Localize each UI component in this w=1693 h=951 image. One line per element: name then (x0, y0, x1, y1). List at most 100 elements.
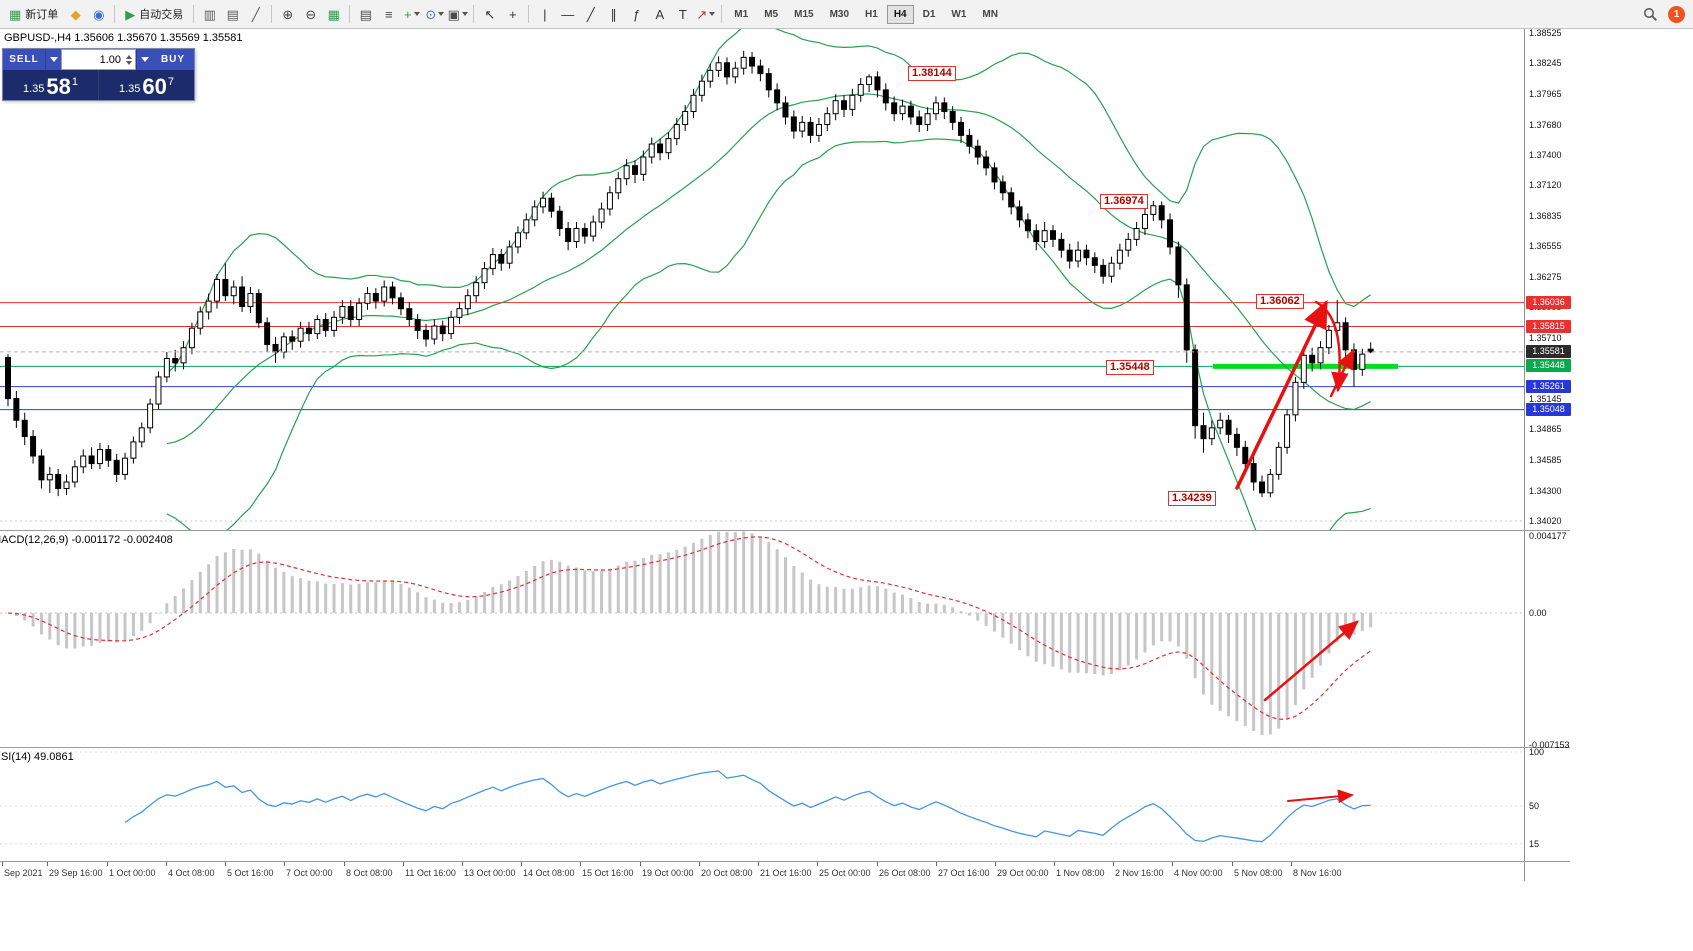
macd-axis-label: 0.00 (1529, 608, 1547, 619)
indicator-list-icon: ≡ (385, 6, 393, 22)
price-axis-label: 1.34865 (1529, 424, 1562, 435)
volume-stepper[interactable] (123, 54, 135, 65)
sell-options-dropdown[interactable] (45, 49, 61, 70)
price-axis-label: 1.37965 (1529, 88, 1562, 99)
buy-button[interactable]: BUY (152, 49, 194, 70)
timeframe-h4[interactable]: H4 (886, 4, 914, 24)
timeframe-mn[interactable]: MN (982, 8, 998, 20)
zoom-in-icon[interactable]: ⊕ (276, 3, 299, 25)
price-axis-border (1524, 29, 1525, 881)
trendline-icon[interactable]: ╱ (579, 3, 602, 25)
timeframe-m30[interactable]: M30 (829, 8, 850, 20)
volume-input[interactable] (62, 52, 123, 67)
timeframe-m15[interactable]: M15 (794, 8, 814, 20)
line-chart-icon[interactable]: ╱ (244, 3, 267, 25)
price-annotation-label[interactable]: 1.35448 (1106, 360, 1154, 375)
timeframe-d1[interactable]: D1 (922, 8, 936, 20)
time-axis-tick (936, 862, 937, 866)
time-axis-label: 14 Oct 08:00 (523, 868, 575, 878)
toolbar-right: 1 (1643, 5, 1693, 23)
macd-indicator-chart[interactable] (0, 531, 1524, 748)
time-axis-label: 2 Nov 16:00 (1115, 868, 1164, 878)
vertical-line-icon[interactable]: | (533, 3, 556, 25)
pane-divider[interactable] (0, 530, 1570, 531)
notification-badge[interactable]: 1 (1668, 5, 1685, 23)
bar-chart-icon: ▥ (203, 6, 216, 22)
price-annotation-label[interactable]: 1.36062 (1256, 294, 1304, 309)
price-axis-label: 1.34300 (1529, 485, 1562, 496)
data-window-icon[interactable]: ▤ (354, 3, 377, 25)
algo-trading-button-label: 自动交易 (139, 9, 184, 21)
timeframe-w1[interactable]: W1 (951, 8, 967, 20)
time-axis-label: 21 Oct 16:00 (760, 868, 812, 878)
equidistant-channel-icon[interactable]: ∥ (602, 3, 625, 25)
arrows-icon[interactable]: ↗ (694, 3, 717, 25)
new-order-button[interactable]: ▦ 新订单 (3, 4, 64, 24)
pane-divider[interactable] (0, 747, 1570, 748)
price-annotation-label[interactable]: 1.36974 (1100, 194, 1148, 209)
periods-icon[interactable]: ⊙ (423, 3, 446, 25)
timeframe-m5[interactable]: M5 (764, 8, 779, 20)
time-axis-label: 8 Oct 08:00 (346, 868, 393, 878)
rsi-indicator-chart[interactable] (0, 748, 1524, 861)
stepper-down-icon (126, 60, 132, 65)
sell-price[interactable]: 1.35 58 1 (3, 70, 98, 100)
sell-button[interactable]: SELL (3, 49, 45, 70)
price-annotation-label[interactable]: 1.34239 (1168, 491, 1216, 506)
zoom-out-icon[interactable]: ⊖ (299, 3, 322, 25)
metaeditor-icon[interactable]: ◆ (64, 3, 87, 25)
time-axis-label: 26 Oct 08:00 (879, 868, 931, 878)
trade-panel-controls: SELL BUY (3, 49, 194, 70)
time-axis-label: 7 Oct 00:00 (286, 868, 333, 878)
price-axis[interactable]: 1.38525 1.38245 1.37965 1.37680 1.37400 1.371… (1525, 0, 1585, 951)
data-window-icon: ▤ (359, 6, 372, 22)
candlestick-chart-icon[interactable]: ▤ (221, 3, 244, 25)
zoom-out-icon: ⊖ (305, 6, 317, 22)
candlestick-chart-icon: ▤ (226, 6, 239, 22)
template-icon[interactable]: ▣ (446, 3, 469, 25)
search-icon[interactable] (1643, 7, 1658, 22)
candlesticks (5, 50, 1374, 498)
text-icon: A (655, 6, 665, 22)
chevron-down-icon (49, 57, 58, 62)
tile-windows-icon[interactable]: ▦ (322, 3, 345, 25)
time-axis[interactable]: Sep 2021 29 Sep 16:00 1 Oct 00:00 4 Oct 08:… (0, 861, 1570, 881)
time-axis-tick (877, 862, 878, 866)
price-annotation-label[interactable]: 1.38144 (908, 66, 956, 81)
time-axis-tick (284, 862, 285, 866)
indicator-list-icon[interactable]: ≡ (377, 3, 400, 25)
macd-axis-label: -0.007153 (1529, 740, 1570, 750)
fibonacci-icon[interactable]: ƒ (625, 3, 648, 25)
time-axis-label: 20 Oct 08:00 (701, 868, 753, 878)
volume-box (61, 49, 136, 70)
market-watch-icon[interactable]: ◉ (87, 3, 110, 25)
price-axis-label: 1.37680 (1529, 119, 1562, 130)
buy-price-big: 60 (142, 74, 167, 99)
algo-trading-button[interactable]: ▶ 自动交易 (119, 4, 189, 24)
timeframe-m1[interactable]: M1 (734, 8, 749, 20)
time-axis-label: 25 Oct 00:00 (819, 868, 871, 878)
time-axis-label: 29 Oct 00:00 (997, 868, 1049, 878)
crosshair-icon[interactable]: + (501, 3, 524, 25)
label-icon[interactable]: T (671, 3, 694, 25)
rsi-axis-label: 100 (1529, 747, 1545, 757)
macd-axis-label: 0.004177 (1529, 531, 1567, 541)
horizontal-line-icon[interactable]: — (556, 3, 579, 25)
time-axis-tick (47, 862, 48, 866)
cursor-icon[interactable]: ↖ (478, 3, 501, 25)
buy-options-dropdown[interactable] (136, 49, 152, 70)
add-indicator-icon[interactable]: + (400, 3, 423, 25)
timeframe-h1[interactable]: H1 (865, 8, 878, 20)
sell-price-sup: 1 (71, 76, 79, 88)
chart-title: GBPUSD-,H4 1.35606 1.35670 1.35569 1.355… (4, 32, 243, 44)
bar-chart-icon[interactable]: ▥ (198, 3, 221, 25)
periods-icon: ⊙ (425, 6, 437, 22)
buy-price[interactable]: 1.35 60 7 (98, 70, 194, 100)
toolbar-separator (271, 5, 273, 23)
algo-trading-icon: ▶ (125, 6, 136, 22)
text-icon[interactable]: A (648, 3, 671, 25)
toolbar: ▦ 新订单 ◆ ◉ ▶ 自动交易 ▥ ▤ ╱ ⊕ ⊖ ▦ ▤ ≡ + ⊙ ▣ ↖ + | — ╱ ∥ ƒ A T ↗ M1 M5 M15 M… (0, 0, 1693, 29)
price-chart[interactable] (0, 29, 1524, 530)
time-axis-tick (1291, 862, 1292, 866)
new-order-button-label: 新订单 (25, 9, 59, 21)
